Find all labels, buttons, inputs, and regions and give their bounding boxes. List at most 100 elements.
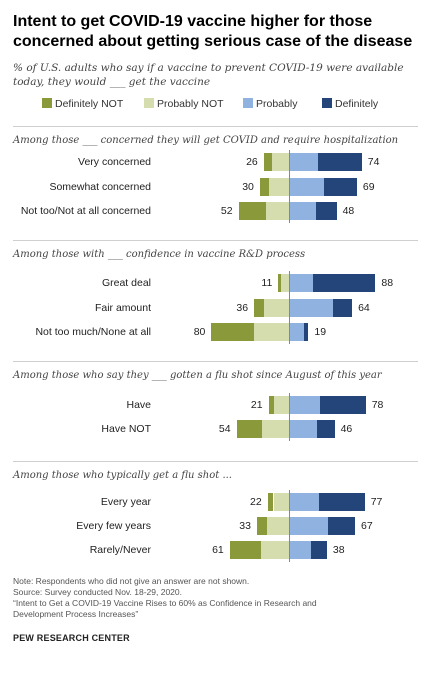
bar-definitely-not-too-not-at-all-concerned — [316, 202, 337, 220]
net-yes-value-have-not: 46 — [340, 423, 353, 435]
bar-definitely-not-every-few-years — [257, 517, 267, 535]
bar-definitely-not-have — [268, 396, 275, 414]
legend-item-probably-not: Probably NOT — [144, 97, 224, 111]
bar-probably-not-great-deal — [281, 274, 289, 292]
bar-definitely-not-rarely-never — [229, 541, 261, 559]
bar-probably-not-every-few-years — [266, 517, 289, 535]
bar-probably-very-concerned — [290, 153, 319, 171]
source-text: Source: Survey conducted Nov. 18-29, 202… — [13, 587, 182, 597]
zero-line — [289, 490, 290, 562]
category-label-have: Have — [126, 399, 151, 411]
legend: Definitely NOT Probably NOT Probably Def… — [0, 97, 429, 113]
bar-probably-every-year — [290, 493, 320, 511]
report-title-line2: Development Process Increases” — [13, 609, 139, 619]
section-label: Among those ___ concerned they will get … — [13, 135, 399, 146]
zero-line — [289, 150, 290, 223]
legend-swatch-definitely — [322, 98, 332, 108]
net-not-value-great-deal: 11 — [261, 277, 273, 289]
bar-definitely-not-not-too-not-at-all-concerned — [238, 202, 266, 220]
bar-definitely-not-fair-amount — [254, 299, 264, 317]
legend-label-probably-not: Probably NOT — [157, 98, 224, 110]
legend-swatch-definitely-not — [42, 98, 52, 108]
category-label-fair-amount: Fair amount — [94, 302, 151, 314]
bar-probably-not-somewhat-concerned — [268, 178, 289, 196]
bar-probably-have — [290, 396, 321, 414]
bar-definitely-have — [320, 396, 366, 414]
net-yes-value-not-too-much-none-at-all: 19 — [314, 326, 327, 338]
net-yes-value-not-too-not-at-all-concerned: 48 — [342, 205, 355, 217]
net-yes-value-every-few-years: 67 — [361, 520, 373, 532]
section-separator — [13, 240, 418, 241]
net-not-value-not-too-much-none-at-all: 80 — [193, 326, 206, 338]
bar-definitely-not-great-deal — [278, 274, 282, 292]
net-not-value-have-not: 54 — [218, 423, 231, 435]
bar-probably-great-deal — [290, 274, 314, 292]
bar-probably-not-have-not — [261, 420, 289, 438]
legend-item-definitely-not: Definitely NOT — [42, 97, 123, 111]
bar-definitely-very-concerned — [318, 153, 362, 171]
bar-definitely-not-every-year — [267, 493, 274, 511]
zero-line — [289, 271, 290, 344]
category-label-not-too-not-at-all-concerned: Not too/Not at all concerned — [20, 205, 151, 217]
bar-definitely-fair-amount — [332, 299, 353, 317]
legend-swatch-probably-not — [144, 98, 154, 108]
bar-probably-rarely-never — [290, 541, 312, 559]
legend-label-probably: Probably — [256, 98, 298, 110]
legend-swatch-probably — [243, 98, 253, 108]
bar-probably-not-every-year — [273, 493, 289, 511]
bar-probably-not-not-too-much-none-at-all — [254, 323, 289, 341]
category-label-great-deal: Great deal — [101, 277, 151, 289]
category-label-very-concerned: Very concerned — [78, 156, 151, 168]
bar-probably-somewhat-concerned — [290, 178, 324, 196]
section-label: Among those with ___ confidence in vacci… — [13, 249, 306, 260]
chart-subtitle: % of U.S. adults who say if a vaccine to… — [13, 62, 404, 88]
notes: Note: Respondents who did not give an an… — [13, 576, 418, 620]
net-yes-value-rarely-never: 38 — [332, 544, 345, 556]
legend-label-definitely-not: Definitely NOT — [55, 98, 124, 110]
bar-probably-not-rarely-never — [260, 541, 289, 559]
bar-probably-not-not-too-not-at-all-concerned — [265, 202, 289, 220]
bar-definitely-every-year — [319, 493, 365, 511]
bar-definitely-have-not — [317, 420, 335, 438]
category-label-have-not: Have NOT — [101, 423, 151, 435]
section-label: Among those who typically get a flu shot… — [13, 470, 232, 481]
bar-probably-not-fair-amount — [263, 299, 289, 317]
bar-definitely-rarely-never — [311, 541, 327, 559]
bar-definitely-not-not-too-much-none-at-all — [211, 323, 255, 341]
bar-probably-have-not — [290, 420, 318, 438]
category-label-somewhat-concerned: Somewhat concerned — [49, 181, 151, 193]
organization-name: PEW RESEARCH CENTER — [13, 633, 130, 643]
net-not-value-have: 21 — [250, 399, 263, 411]
net-not-value-somewhat-concerned: 30 — [242, 181, 254, 193]
category-label-every-year: Every year — [100, 496, 151, 508]
net-not-value-very-concerned: 26 — [246, 156, 258, 168]
bar-definitely-somewhat-concerned — [323, 178, 357, 196]
section-label: Among those who say they ___ gotten a fl… — [13, 370, 382, 381]
net-yes-value-fair-amount: 64 — [358, 302, 370, 314]
bar-probably-not-have — [274, 396, 289, 414]
net-not-value-fair-amount: 36 — [236, 302, 249, 314]
note-text: Note: Respondents who did not give an an… — [13, 576, 250, 586]
section-separator — [13, 461, 418, 462]
category-label-every-few-years: Every few years — [76, 520, 151, 532]
bar-definitely-not-have-not — [236, 420, 262, 438]
bar-definitely-not-somewhat-concerned — [259, 178, 269, 196]
net-yes-value-great-deal: 88 — [381, 277, 394, 289]
net-yes-value-very-concerned: 74 — [367, 156, 380, 168]
net-not-value-every-few-years: 33 — [239, 520, 251, 532]
zero-line — [289, 393, 290, 441]
chart-title: Intent to get COVID-19 vaccine higher fo… — [13, 13, 413, 50]
bar-probably-not-too-much-none-at-all — [290, 323, 304, 341]
bar-probably-not-too-not-at-all-concerned — [290, 202, 317, 220]
net-not-value-rarely-never: 61 — [212, 544, 224, 556]
section-separator — [13, 361, 418, 362]
legend-item-probably: Probably — [243, 97, 297, 111]
bar-probably-not-very-concerned — [271, 153, 289, 171]
bar-definitely-great-deal — [313, 274, 376, 292]
category-label-rarely-never: Rarely/Never — [89, 544, 151, 556]
net-yes-value-every-year: 77 — [370, 496, 383, 508]
bar-definitely-not-very-concerned — [263, 153, 272, 171]
legend-label-definitely: Definitely — [335, 98, 379, 110]
bar-probably-every-few-years — [290, 517, 328, 535]
